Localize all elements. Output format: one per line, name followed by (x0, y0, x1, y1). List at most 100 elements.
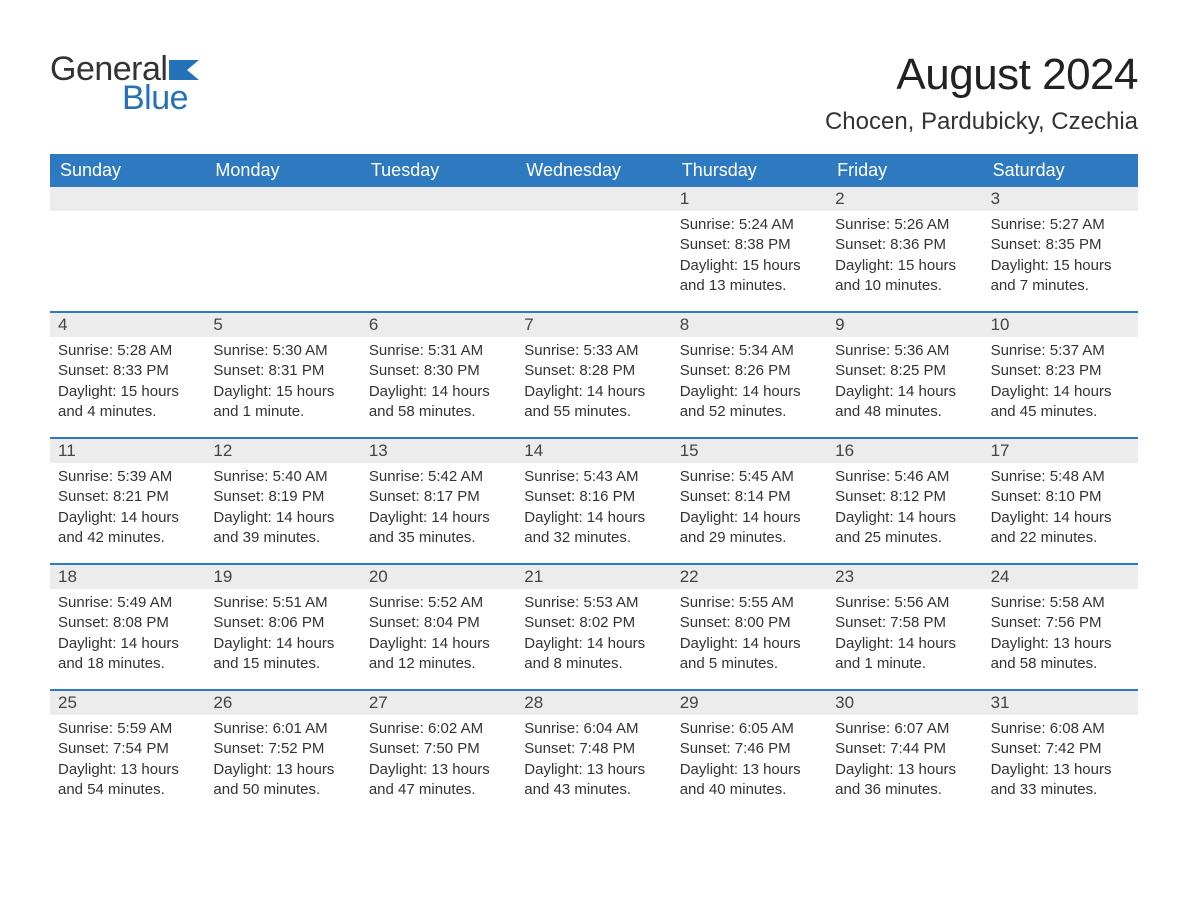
day-number: 27 (361, 691, 516, 715)
day-cell: 27Sunrise: 6:02 AMSunset: 7:50 PMDayligh… (361, 691, 516, 815)
day-number: 24 (983, 565, 1138, 589)
day-cell: 2Sunrise: 5:26 AMSunset: 8:36 PMDaylight… (827, 187, 982, 311)
sunrise-text: Sunrise: 5:46 AM (835, 467, 974, 487)
daylight-text: Daylight: 13 hours and 40 minutes. (680, 760, 819, 801)
day-cell: 16Sunrise: 5:46 AMSunset: 8:12 PMDayligh… (827, 439, 982, 563)
sunset-text: Sunset: 7:58 PM (835, 613, 974, 633)
day-body (361, 211, 516, 223)
day-body: Sunrise: 5:46 AMSunset: 8:12 PMDaylight:… (827, 463, 982, 556)
sunrise-text: Sunrise: 5:42 AM (369, 467, 508, 487)
day-cell: 18Sunrise: 5:49 AMSunset: 8:08 PMDayligh… (50, 565, 205, 689)
day-number: 14 (516, 439, 671, 463)
month-title: August 2024 (825, 50, 1138, 100)
day-body (516, 211, 671, 223)
week-row: 25Sunrise: 5:59 AMSunset: 7:54 PMDayligh… (50, 689, 1138, 815)
daylight-text: Daylight: 14 hours and 1 minute. (835, 634, 974, 675)
sunset-text: Sunset: 7:42 PM (991, 739, 1130, 759)
location: Chocen, Pardubicky, Czechia (825, 108, 1138, 136)
weekday-monday: Monday (205, 154, 360, 187)
day-cell: 6Sunrise: 5:31 AMSunset: 8:30 PMDaylight… (361, 313, 516, 437)
day-body (205, 211, 360, 223)
daylight-text: Daylight: 14 hours and 45 minutes. (991, 382, 1130, 423)
day-cell: 15Sunrise: 5:45 AMSunset: 8:14 PMDayligh… (672, 439, 827, 563)
daylight-text: Daylight: 14 hours and 58 minutes. (369, 382, 508, 423)
day-cell: 29Sunrise: 6:05 AMSunset: 7:46 PMDayligh… (672, 691, 827, 815)
day-number (516, 187, 671, 211)
daylight-text: Daylight: 13 hours and 54 minutes. (58, 760, 197, 801)
sunrise-text: Sunrise: 5:31 AM (369, 341, 508, 361)
day-cell: 4Sunrise: 5:28 AMSunset: 8:33 PMDaylight… (50, 313, 205, 437)
day-number: 13 (361, 439, 516, 463)
day-number: 23 (827, 565, 982, 589)
day-number: 25 (50, 691, 205, 715)
day-number (361, 187, 516, 211)
day-cell: 9Sunrise: 5:36 AMSunset: 8:25 PMDaylight… (827, 313, 982, 437)
sunset-text: Sunset: 8:31 PM (213, 361, 352, 381)
day-cell: 11Sunrise: 5:39 AMSunset: 8:21 PMDayligh… (50, 439, 205, 563)
day-number: 19 (205, 565, 360, 589)
sunrise-text: Sunrise: 6:08 AM (991, 719, 1130, 739)
weekday-thursday: Thursday (672, 154, 827, 187)
logo-text-blue: Blue (122, 79, 203, 118)
day-number: 9 (827, 313, 982, 337)
day-cell: 23Sunrise: 5:56 AMSunset: 7:58 PMDayligh… (827, 565, 982, 689)
daylight-text: Daylight: 14 hours and 32 minutes. (524, 508, 663, 549)
sunrise-text: Sunrise: 5:28 AM (58, 341, 197, 361)
weekday-wednesday: Wednesday (516, 154, 671, 187)
daylight-text: Daylight: 14 hours and 42 minutes. (58, 508, 197, 549)
day-cell: 21Sunrise: 5:53 AMSunset: 8:02 PMDayligh… (516, 565, 671, 689)
day-number: 1 (672, 187, 827, 211)
day-cell: 10Sunrise: 5:37 AMSunset: 8:23 PMDayligh… (983, 313, 1138, 437)
sunset-text: Sunset: 8:10 PM (991, 487, 1130, 507)
day-cell (50, 187, 205, 311)
day-body: Sunrise: 5:51 AMSunset: 8:06 PMDaylight:… (205, 589, 360, 682)
daylight-text: Daylight: 14 hours and 35 minutes. (369, 508, 508, 549)
day-body: Sunrise: 6:02 AMSunset: 7:50 PMDaylight:… (361, 715, 516, 808)
day-body: Sunrise: 5:43 AMSunset: 8:16 PMDaylight:… (516, 463, 671, 556)
day-number: 20 (361, 565, 516, 589)
sunrise-text: Sunrise: 6:04 AM (524, 719, 663, 739)
daylight-text: Daylight: 14 hours and 25 minutes. (835, 508, 974, 549)
sunset-text: Sunset: 8:19 PM (213, 487, 352, 507)
weekday-saturday: Saturday (983, 154, 1138, 187)
sunrise-text: Sunrise: 5:51 AM (213, 593, 352, 613)
day-cell (205, 187, 360, 311)
day-body: Sunrise: 5:40 AMSunset: 8:19 PMDaylight:… (205, 463, 360, 556)
sunrise-text: Sunrise: 5:36 AM (835, 341, 974, 361)
daylight-text: Daylight: 13 hours and 50 minutes. (213, 760, 352, 801)
sunrise-text: Sunrise: 6:01 AM (213, 719, 352, 739)
sunrise-text: Sunrise: 5:53 AM (524, 593, 663, 613)
day-number: 28 (516, 691, 671, 715)
day-body: Sunrise: 6:08 AMSunset: 7:42 PMDaylight:… (983, 715, 1138, 808)
week-row: 11Sunrise: 5:39 AMSunset: 8:21 PMDayligh… (50, 437, 1138, 563)
sunset-text: Sunset: 7:50 PM (369, 739, 508, 759)
day-body: Sunrise: 5:30 AMSunset: 8:31 PMDaylight:… (205, 337, 360, 430)
sunrise-text: Sunrise: 6:02 AM (369, 719, 508, 739)
daylight-text: Daylight: 13 hours and 47 minutes. (369, 760, 508, 801)
sunset-text: Sunset: 8:04 PM (369, 613, 508, 633)
daylight-text: Daylight: 13 hours and 33 minutes. (991, 760, 1130, 801)
day-body: Sunrise: 6:07 AMSunset: 7:44 PMDaylight:… (827, 715, 982, 808)
sunrise-text: Sunrise: 6:07 AM (835, 719, 974, 739)
sunset-text: Sunset: 8:06 PM (213, 613, 352, 633)
sunset-text: Sunset: 8:28 PM (524, 361, 663, 381)
sunrise-text: Sunrise: 5:48 AM (991, 467, 1130, 487)
day-cell: 14Sunrise: 5:43 AMSunset: 8:16 PMDayligh… (516, 439, 671, 563)
sunset-text: Sunset: 8:16 PM (524, 487, 663, 507)
daylight-text: Daylight: 13 hours and 58 minutes. (991, 634, 1130, 675)
day-number: 18 (50, 565, 205, 589)
sunset-text: Sunset: 7:46 PM (680, 739, 819, 759)
day-number: 2 (827, 187, 982, 211)
sunrise-text: Sunrise: 5:27 AM (991, 215, 1130, 235)
day-body: Sunrise: 5:52 AMSunset: 8:04 PMDaylight:… (361, 589, 516, 682)
sunrise-text: Sunrise: 5:59 AM (58, 719, 197, 739)
sunrise-text: Sunrise: 5:30 AM (213, 341, 352, 361)
daylight-text: Daylight: 14 hours and 48 minutes. (835, 382, 974, 423)
day-number: 26 (205, 691, 360, 715)
sunset-text: Sunset: 8:08 PM (58, 613, 197, 633)
day-number: 11 (50, 439, 205, 463)
week-row: 4Sunrise: 5:28 AMSunset: 8:33 PMDaylight… (50, 311, 1138, 437)
day-body: Sunrise: 5:33 AMSunset: 8:28 PMDaylight:… (516, 337, 671, 430)
daylight-text: Daylight: 15 hours and 4 minutes. (58, 382, 197, 423)
day-number: 7 (516, 313, 671, 337)
